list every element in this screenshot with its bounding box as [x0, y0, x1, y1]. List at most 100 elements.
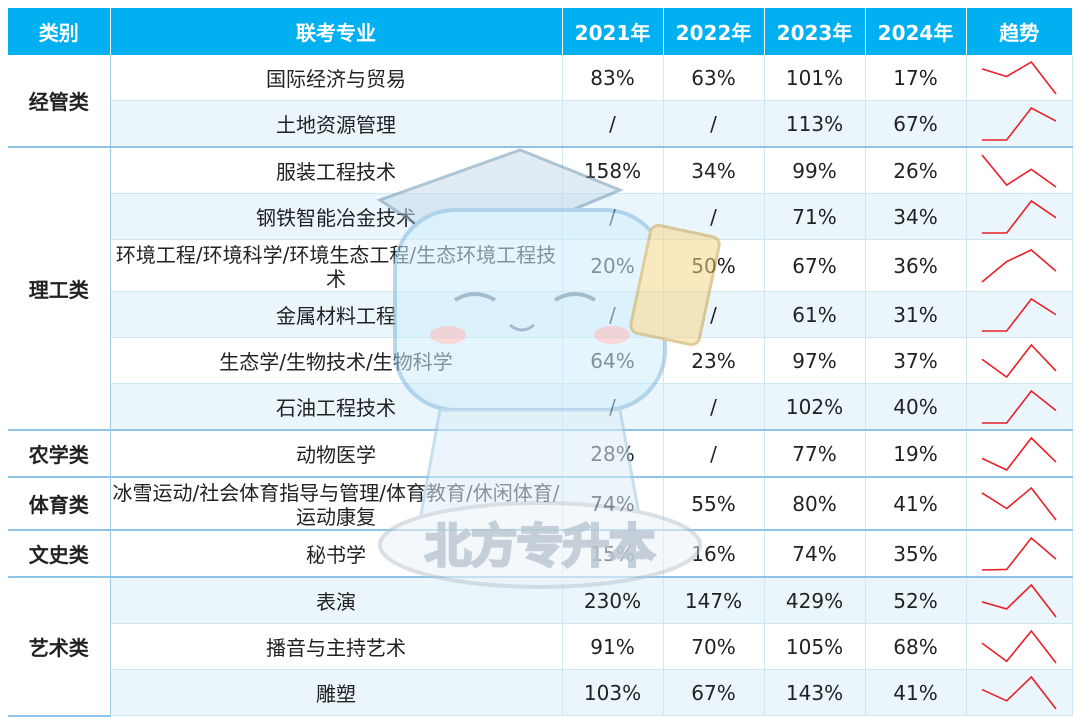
trend-cell [966, 147, 1073, 194]
value-2021: 64% [562, 337, 664, 384]
trend-cell [966, 100, 1073, 148]
trend-cell [966, 430, 1073, 478]
major-cell: 钢铁智能冶金技术 [110, 193, 563, 240]
value-2024: 40% [865, 383, 967, 431]
trend-line [981, 436, 1057, 471]
trend-cell [966, 291, 1073, 338]
table-row: 经管类 国际经济与贸易 83% 63% 101% 17% [8, 55, 1073, 148]
trend-sparkline [981, 536, 1057, 571]
trend-line [982, 297, 1057, 332]
value-2021: 15% [562, 530, 664, 578]
value-2024: 41% [865, 669, 967, 716]
value-2023: 67% [764, 239, 866, 292]
trend-sparkline [981, 153, 1057, 188]
value-2021: / [562, 100, 664, 148]
trend-sparkline [982, 297, 1057, 332]
table-row: 金属材料工程 / / 61% 31% [8, 291, 1073, 338]
admission-ratio-table: 类别 联考专业 2021年 2022年 2023年 2024年 趋势 经管类 国… [8, 8, 1073, 717]
value-2024: 26% [865, 147, 967, 194]
value-2022: 16% [663, 530, 765, 578]
major-cell: 播音与主持艺术 [110, 623, 563, 670]
table-row: 石油工程技术 / / 102% 40% [8, 383, 1073, 431]
value-2022: 63% [663, 55, 765, 101]
category-cell: 理工类 [8, 147, 111, 431]
trend-sparkline [981, 583, 1057, 617]
trend-line [981, 248, 1057, 283]
header-2021: 2021年 [562, 8, 664, 55]
major-cell: 雕塑 [110, 669, 563, 716]
header-major: 联考专业 [110, 8, 563, 55]
major-cell: 表演 [110, 577, 563, 624]
major-cell: 服装工程技术 [110, 147, 563, 194]
table-row: 播音与主持艺术 91% 70% 105% 68% [8, 623, 1073, 670]
value-2023: 99% [764, 147, 866, 194]
table-row: 雕塑 103% 67% 143% 41% [8, 669, 1073, 716]
value-2022: 147% [663, 577, 765, 624]
trend-line [981, 583, 1057, 617]
value-2023: 74% [764, 530, 866, 578]
value-2023: 102% [764, 383, 866, 431]
trend-sparkline [981, 486, 1057, 520]
value-2023: 105% [764, 623, 866, 670]
value-2022: 23% [663, 337, 765, 384]
value-2022: 34% [663, 147, 765, 194]
major-cell: 冰雪运动/社会体育指导与管理/体育教育/休闲体育/运动康复 [110, 477, 563, 531]
value-2023: 101% [764, 55, 866, 101]
category-cell: 文史类 [8, 530, 111, 578]
trend-sparkline [981, 343, 1057, 378]
trend-sparkline [981, 675, 1057, 709]
table-row: 生态学/生物技术/生物科学 64% 23% 97% 37% [8, 337, 1073, 384]
major-cell: 生态学/生物技术/生物科学 [110, 337, 563, 384]
value-2022: / [663, 383, 765, 431]
trend-sparkline [981, 248, 1057, 283]
value-2022: 67% [663, 669, 765, 716]
table-row: 土地资源管理 / / 113% 67% [8, 100, 1073, 148]
major-cell: 土地资源管理 [110, 100, 563, 148]
value-2021: / [562, 291, 664, 338]
header-row: 类别 联考专业 2021年 2022年 2023年 2024年 趋势 [8, 8, 1072, 55]
major-cell: 国际经济与贸易 [110, 55, 563, 101]
header-2024: 2024年 [865, 8, 967, 55]
value-2022: 70% [663, 623, 765, 670]
header-category: 类别 [8, 8, 111, 55]
category-cell: 农学类 [8, 430, 111, 478]
trend-cell [966, 55, 1073, 101]
table-container: 类别 联考专业 2021年 2022年 2023年 2024年 趋势 经管类 国… [8, 8, 1073, 717]
value-2024: 37% [865, 337, 967, 384]
value-2024: 31% [865, 291, 967, 338]
trend-cell [966, 530, 1073, 578]
trend-sparkline [981, 436, 1057, 471]
trend-line [982, 106, 1057, 141]
trend-line [981, 629, 1057, 663]
table-row: 理工类 服装工程技术 158% 34% 99% 26% [8, 147, 1073, 431]
value-2021: 28% [562, 430, 664, 478]
value-2023: 71% [764, 193, 866, 240]
category-cell: 经管类 [8, 55, 111, 148]
value-2024: 17% [865, 55, 967, 101]
value-2024: 52% [865, 577, 967, 624]
table-row: 环境工程/环境科学/环境生态工程/生态环境工程技术 20% 50% 67% 36… [8, 239, 1073, 292]
value-2023: 61% [764, 291, 866, 338]
header-trend: 趋势 [966, 8, 1072, 55]
value-2021: 20% [562, 239, 664, 292]
trend-line [982, 389, 1057, 424]
value-2021: 83% [562, 55, 664, 101]
value-2023: 429% [764, 577, 866, 624]
major-cell: 动物医学 [110, 430, 563, 478]
table-row: 艺术类 表演 230% 147% 429% 52% [8, 577, 1073, 717]
trend-sparkline [981, 629, 1057, 663]
value-2023: 143% [764, 669, 866, 716]
trend-line [981, 536, 1057, 571]
trend-cell [966, 337, 1073, 384]
value-2024: 19% [865, 430, 967, 478]
value-2021: 230% [562, 577, 664, 624]
value-2023: 113% [764, 100, 866, 148]
value-2021: / [562, 383, 664, 431]
value-2021: 74% [562, 477, 664, 531]
trend-cell [966, 383, 1073, 431]
trend-sparkline [982, 106, 1057, 141]
major-cell: 秘书学 [110, 530, 563, 578]
major-cell: 石油工程技术 [110, 383, 563, 431]
value-2022: 55% [663, 477, 765, 531]
trend-cell [966, 623, 1073, 670]
